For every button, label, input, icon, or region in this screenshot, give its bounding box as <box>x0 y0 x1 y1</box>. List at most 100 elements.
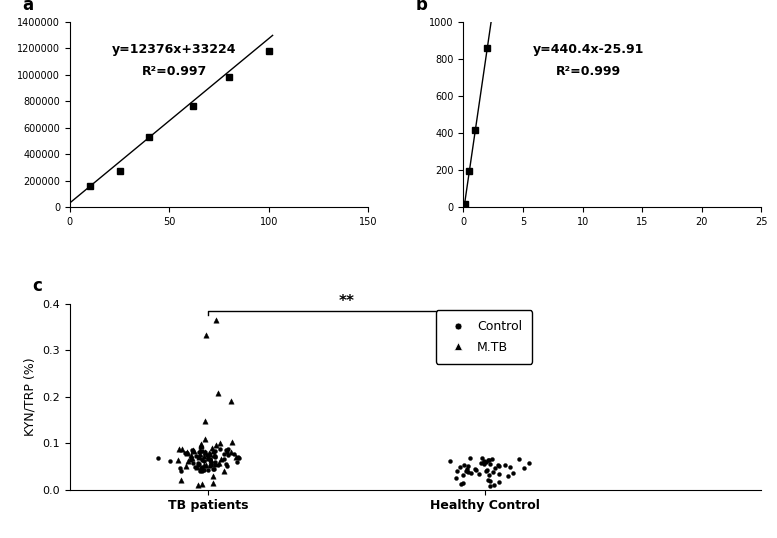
Point <box>205 456 218 464</box>
Point <box>232 453 244 462</box>
Point <box>490 463 502 472</box>
Point <box>208 447 221 455</box>
Point <box>182 456 194 465</box>
Point <box>206 443 218 452</box>
Point <box>192 458 204 467</box>
Point <box>193 450 206 458</box>
Point <box>198 416 211 425</box>
Text: **: ** <box>339 294 354 309</box>
Text: R²=0.997: R²=0.997 <box>141 66 207 79</box>
Point <box>207 464 220 473</box>
Point <box>195 464 207 472</box>
Point <box>202 454 214 462</box>
Point <box>482 476 494 485</box>
Point <box>214 439 226 448</box>
Point <box>455 480 467 489</box>
Point <box>186 459 199 468</box>
Point <box>493 470 506 479</box>
Point <box>456 479 469 487</box>
Point <box>483 477 496 485</box>
Point <box>207 447 219 455</box>
Text: b: b <box>416 0 427 15</box>
Point <box>204 462 216 470</box>
Point <box>513 455 525 464</box>
Point <box>208 460 221 469</box>
Point <box>482 456 494 464</box>
Point <box>218 450 230 458</box>
Text: y=12376x+33224: y=12376x+33224 <box>112 43 236 56</box>
Point <box>502 471 514 480</box>
Point <box>201 453 214 462</box>
Point <box>205 457 218 466</box>
Point <box>202 465 214 474</box>
Point <box>207 465 220 473</box>
Point <box>195 441 207 450</box>
Point <box>444 457 457 465</box>
Point <box>195 467 207 476</box>
Point <box>218 455 230 463</box>
Point <box>195 442 207 451</box>
Point <box>484 459 497 468</box>
Point <box>193 445 206 454</box>
Point <box>179 462 192 471</box>
Point <box>228 450 241 458</box>
Point <box>487 468 500 476</box>
Point <box>212 389 225 398</box>
Point <box>173 444 186 453</box>
Point <box>184 450 197 459</box>
Point <box>200 460 213 469</box>
Point <box>488 480 500 489</box>
Point <box>220 445 232 454</box>
Point <box>163 456 176 465</box>
Point <box>493 478 505 486</box>
Point <box>198 457 211 465</box>
Point <box>209 451 221 460</box>
Point <box>193 448 205 456</box>
Point <box>493 462 505 470</box>
Point <box>209 457 221 466</box>
Point <box>459 467 472 476</box>
Point <box>476 454 488 463</box>
Point <box>492 461 504 470</box>
Point <box>231 458 243 466</box>
Point <box>197 461 210 470</box>
Y-axis label: KYN/TRP (%): KYN/TRP (%) <box>24 357 37 436</box>
Point <box>214 444 226 453</box>
Point <box>503 463 516 471</box>
Point <box>198 448 211 457</box>
Point <box>197 456 209 464</box>
Point <box>473 470 486 478</box>
Point <box>518 464 531 472</box>
Point <box>197 466 210 475</box>
Point <box>213 458 225 467</box>
Point <box>180 449 193 458</box>
Point <box>458 460 470 469</box>
Point <box>478 460 490 469</box>
Point <box>204 456 216 465</box>
Point <box>462 462 475 471</box>
Point <box>484 482 497 490</box>
Point <box>191 463 204 472</box>
Point <box>175 466 187 475</box>
Point <box>175 476 187 485</box>
Point <box>480 465 493 474</box>
Point <box>469 465 481 473</box>
Point <box>483 456 496 465</box>
Point <box>179 449 191 458</box>
Point <box>174 464 186 472</box>
Point <box>232 454 245 462</box>
Point <box>196 480 208 489</box>
Point <box>207 471 220 480</box>
Legend: Control, M.TB: Control, M.TB <box>436 310 532 364</box>
Point <box>465 469 477 478</box>
Point <box>204 455 216 464</box>
Point <box>483 471 495 479</box>
Point <box>194 463 207 472</box>
Point <box>193 452 205 461</box>
Point <box>451 466 463 475</box>
Point <box>186 454 198 463</box>
Point <box>478 457 490 466</box>
Point <box>186 446 199 455</box>
Point <box>207 451 220 459</box>
Point <box>192 459 204 468</box>
